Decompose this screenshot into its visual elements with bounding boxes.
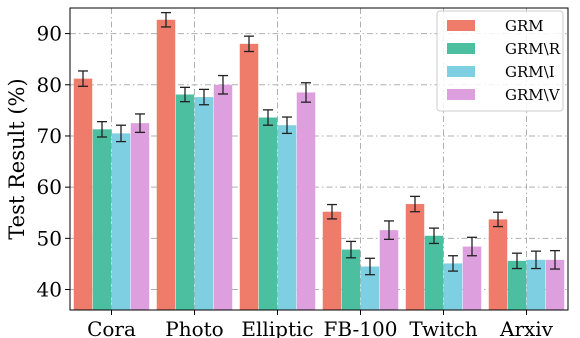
bar <box>379 230 399 310</box>
legend-swatch <box>447 66 475 77</box>
bar <box>322 211 342 310</box>
legend-swatch <box>447 89 475 100</box>
bar <box>360 266 380 310</box>
bars <box>73 19 565 311</box>
bar <box>443 263 463 310</box>
legend: GRM GRM\R GRM\I GRM\V <box>436 10 564 112</box>
bar <box>73 78 93 310</box>
bar <box>92 129 112 310</box>
y-axis: 40 50 60 70 80 90 <box>37 22 70 302</box>
bar <box>258 117 278 310</box>
y-tick-label: 80 <box>37 73 62 97</box>
grid <box>70 8 568 310</box>
x-tick-label: Cora <box>87 317 136 338</box>
bar <box>239 43 259 311</box>
legend-label: GRM\R <box>505 40 561 58</box>
bar <box>175 94 195 310</box>
bar <box>545 259 565 310</box>
legend-swatch <box>447 20 475 31</box>
bar <box>277 125 297 310</box>
x-tick-label: Elliptic <box>241 317 313 338</box>
error-bars <box>78 11 560 276</box>
bar <box>111 133 131 310</box>
bar <box>405 204 425 310</box>
x-tick-label: Photo <box>165 317 223 338</box>
legend-label: GRM\I <box>505 63 555 81</box>
legend-box <box>436 10 564 112</box>
y-tick-label: 90 <box>37 22 62 46</box>
legend-label: GRM\V <box>505 86 561 104</box>
legend-label: GRM <box>505 17 544 35</box>
y-tick-label: 50 <box>37 226 62 250</box>
plot-area <box>69 7 569 311</box>
bar <box>130 123 150 310</box>
legend-swatch <box>447 43 475 54</box>
y-tick-label: 60 <box>37 175 62 199</box>
y-tick-label: 70 <box>37 124 62 148</box>
x-tick-label: Twitch <box>409 317 477 338</box>
bar <box>194 97 214 310</box>
bar <box>424 235 444 310</box>
bar <box>488 219 508 310</box>
bar <box>341 249 361 310</box>
bar <box>296 92 316 310</box>
bar <box>156 19 176 310</box>
bar <box>526 259 546 310</box>
x-tick-label: FB-100 <box>324 317 398 338</box>
bar <box>462 246 482 310</box>
y-tick-label: 40 <box>37 278 62 302</box>
y-axis-label: Test Result (%) <box>5 78 29 239</box>
x-tick-label: Arxiv <box>499 317 554 338</box>
bar <box>213 84 233 310</box>
bar <box>507 260 527 310</box>
x-axis: Cora Photo Elliptic FB-100 Twitch Arxiv <box>87 310 554 338</box>
